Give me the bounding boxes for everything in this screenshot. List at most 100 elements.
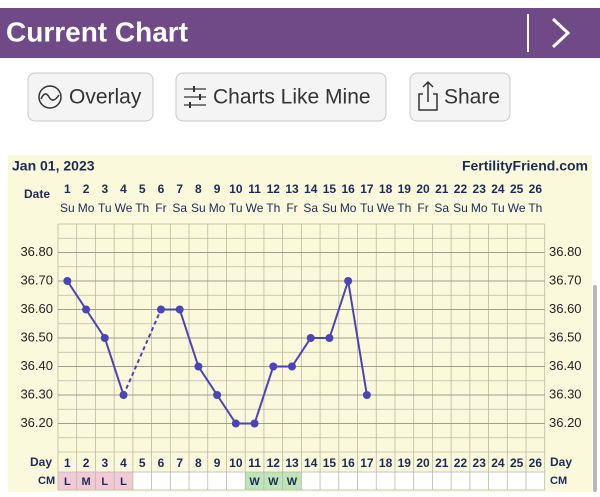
weekday-label: Su [322, 201, 337, 215]
date-day-label: 8 [195, 182, 202, 196]
y-tick-label: 36.30 [549, 386, 582, 401]
weekday-label: We [377, 201, 395, 215]
date-day-label: 11 [248, 182, 261, 196]
header-bar [0, 8, 600, 58]
weekday-label: Th [135, 201, 149, 215]
cm-cell [451, 472, 470, 490]
day-cell-label: 11 [248, 456, 261, 470]
temperature-point [119, 391, 128, 399]
weekday-label: Sa [434, 201, 449, 215]
share-button[interactable]: Share [409, 72, 511, 122]
temperature-point [250, 419, 259, 428]
day-cell-label: 24 [491, 456, 505, 470]
weekday-label: Su [453, 201, 468, 215]
button-label: Overlay [69, 86, 142, 109]
date-day-label: 23 [473, 182, 487, 196]
day-cell-label: 9 [214, 456, 221, 470]
cm-cell-label: L [64, 476, 71, 488]
day-cell-label: 8 [195, 456, 202, 470]
day-cell-label: 25 [510, 456, 524, 470]
date-day-label: 24 [491, 182, 505, 196]
cm-cell-label: W [249, 476, 260, 488]
cm-cell [245, 472, 264, 490]
day-cell-label: 14 [304, 456, 318, 470]
cm-cell [376, 472, 395, 490]
date-day-label: 7 [176, 182, 183, 196]
date-day-label: 4 [120, 182, 127, 196]
temperature-point [156, 305, 165, 314]
charts-like-mine-button[interactable]: Charts Like Mine [175, 72, 387, 122]
weekday-label: Th [528, 201, 542, 215]
cm-cell [413, 472, 433, 490]
day-cell-label: 16 [341, 456, 355, 470]
date-day-label: 6 [158, 182, 165, 196]
weekday-label: Tu [229, 201, 243, 215]
day-cell-label: 22 [454, 456, 468, 470]
cm-cell [282, 472, 302, 490]
cm-cell-label: L [120, 476, 127, 488]
y-tick-label: 36.60 [549, 301, 582, 316]
day-row-label: Day [30, 455, 52, 469]
date-day-label: 21 [435, 182, 449, 196]
button-label: Share [444, 86, 500, 109]
cm-cell [207, 472, 227, 490]
y-tick-label: 36.30 [20, 386, 53, 401]
cm-cell [114, 472, 133, 490]
y-tick-label: 36.50 [549, 329, 582, 344]
y-tick-label: 36.70 [549, 272, 582, 287]
temperature-point [362, 391, 371, 399]
y-tick-label: 36.60 [20, 301, 53, 316]
date-day-label: 19 [398, 182, 412, 196]
cm-cell [320, 472, 339, 490]
cm-cell [338, 472, 358, 490]
cm-cell [95, 472, 115, 490]
cm-cell [469, 472, 489, 490]
cm-cell [301, 472, 321, 490]
cm-row-label: CM [550, 475, 567, 487]
weekday-label: Mo [78, 201, 95, 215]
day-cell-label: 2 [83, 456, 90, 470]
y-tick-label: 36.20 [549, 415, 582, 430]
cm-cell-label: W [268, 476, 279, 488]
overlay-button[interactable]: Overlay [27, 72, 154, 122]
cm-cell [226, 472, 246, 490]
cm-cell [526, 472, 545, 490]
cm-cell-label: W [287, 476, 298, 488]
cm-cell [151, 472, 171, 490]
date-day-label: 22 [454, 182, 468, 196]
button-frame [409, 72, 511, 122]
button-frame [27, 72, 154, 122]
weekday-label: Th [266, 201, 280, 215]
weekday-label: Fr [417, 201, 428, 215]
weekday-label: Mo [340, 201, 357, 215]
cm-cell [432, 472, 452, 490]
temperature-point [100, 334, 109, 342]
day-cell-label: 6 [158, 456, 165, 470]
temperature-point [231, 419, 240, 428]
date-day-label: 13 [285, 182, 299, 196]
date-day-label: 16 [341, 182, 355, 196]
weekday-label: Sa [172, 201, 187, 215]
day-cell-label: 4 [120, 456, 127, 470]
cm-cell [263, 472, 283, 490]
button-label: Charts Like Mine [213, 86, 371, 109]
cm-row-label: CM [38, 475, 55, 487]
day-cell-label: 1 [64, 456, 71, 470]
cm-cell [170, 472, 190, 490]
y-tick-label: 36.40 [549, 358, 582, 373]
temperature-point [269, 362, 278, 371]
date-day-label: 14 [304, 182, 318, 196]
weekday-label: Sa [303, 201, 318, 215]
y-tick-label: 36.80 [20, 244, 53, 259]
next-button[interactable] [551, 17, 571, 49]
chart-date: Jan 01, 2023 [12, 158, 95, 174]
day-cell-label: 17 [360, 456, 374, 470]
temperature-point [63, 277, 72, 285]
y-tick-label: 36.80 [549, 244, 582, 259]
cm-cell [132, 472, 152, 490]
weekday-label: Fr [155, 201, 166, 215]
temperature-point [306, 334, 315, 342]
button-frame [175, 72, 387, 122]
day-cell-label: 5 [139, 456, 146, 470]
